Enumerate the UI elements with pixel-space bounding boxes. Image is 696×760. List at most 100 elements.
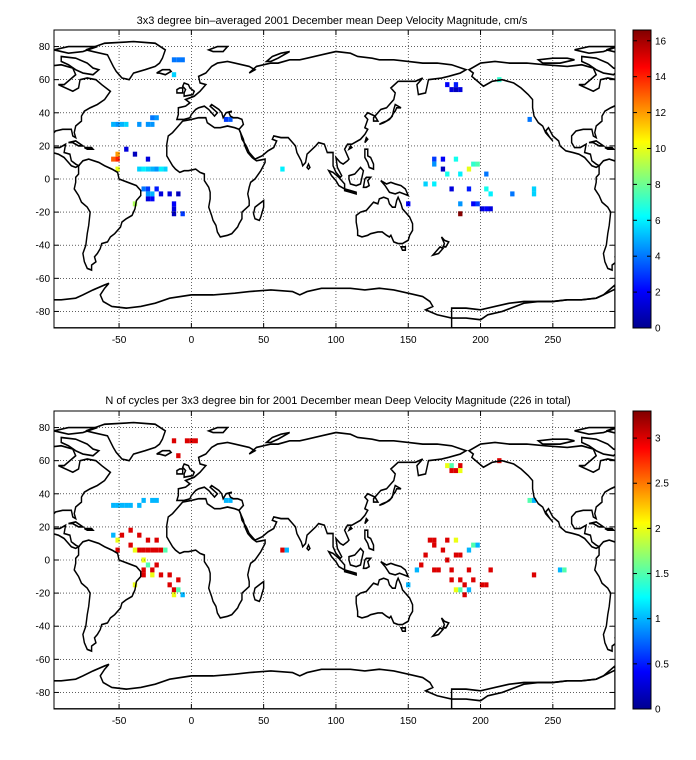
- colorbar: 0 2 4 6 8 10 12 14 16: [632, 29, 667, 335]
- data-cell: [458, 587, 463, 593]
- x-tick-label: 200: [472, 335, 489, 346]
- data-cell: [137, 121, 142, 127]
- data-cell: [466, 547, 472, 553]
- data-cell: [141, 166, 146, 172]
- data-cell: [150, 191, 155, 197]
- data-cell: [171, 587, 177, 593]
- y-tick-label: 40: [39, 489, 51, 500]
- data-cell: [119, 502, 125, 508]
- data-cell: [475, 542, 480, 548]
- axes: -50 0 50 100 150 200 250 -80 -60 -40 -20 0 20 40 60 80: [36, 30, 615, 346]
- data-cell: [527, 116, 532, 122]
- colorbar-tick-label: 10: [655, 144, 667, 155]
- data-cell: [445, 537, 450, 543]
- data-cell: [115, 537, 120, 543]
- y-tick-label: 60: [39, 75, 51, 86]
- data-cell: [449, 567, 454, 573]
- data-cell: [176, 453, 181, 459]
- data-cell: [128, 527, 133, 533]
- data-cell: [432, 161, 437, 167]
- data-cell: [462, 592, 467, 598]
- data-cell: [141, 186, 146, 192]
- data-cell: [466, 186, 472, 192]
- data-cell: [471, 542, 476, 548]
- data-cell: [531, 191, 537, 197]
- chart-title: N of cycles per 3x3 degree bin for 2001 …: [105, 395, 570, 407]
- data-cell: [458, 87, 463, 93]
- data-cell: [150, 166, 155, 172]
- data-cell: [176, 587, 181, 593]
- data-cell: [180, 211, 185, 217]
- data-cell: [531, 497, 537, 503]
- y-tick-label: 60: [39, 456, 51, 467]
- data-cell: [141, 557, 146, 563]
- data-cell: [184, 438, 190, 444]
- data-cell: [440, 156, 446, 162]
- y-tick-label: -40: [36, 622, 51, 633]
- x-tick-label: 150: [400, 716, 417, 727]
- y-tick-label: 20: [39, 522, 51, 533]
- data-cell: [137, 502, 142, 508]
- data-cell: [171, 57, 177, 63]
- data-cell: [124, 502, 129, 508]
- data-cell: [466, 166, 472, 172]
- y-tick-label: 40: [39, 108, 51, 119]
- axes: -50 0 50 100 150 200 250 -80 -60 -40 -20 0 20 40 60 80: [36, 411, 615, 727]
- data-cell: [445, 171, 450, 177]
- data-cell: [145, 186, 151, 192]
- bottom-chart-panel: N of cycles per 3x3 degree bin for 2001 …: [36, 395, 670, 727]
- grid: [54, 411, 615, 709]
- data-cell: [440, 547, 446, 553]
- colorbar-tick-label: 4: [655, 252, 661, 263]
- data-cell: [488, 191, 493, 197]
- data-cell: [427, 537, 433, 543]
- data-cell: [176, 191, 181, 197]
- data-cell: [419, 562, 424, 568]
- data-cell: [458, 201, 463, 207]
- data-cell: [453, 82, 459, 88]
- y-tick-label: 80: [39, 42, 51, 53]
- colorbar-tick-label: 0: [655, 705, 661, 716]
- data-cell: [176, 57, 181, 63]
- x-tick-label: 0: [189, 716, 195, 727]
- data-cell: [128, 542, 133, 548]
- data-cell: [158, 166, 164, 172]
- data-cell: [440, 166, 446, 172]
- x-tick-label: 100: [328, 716, 345, 727]
- data-cell: [115, 151, 120, 157]
- data-cell: [154, 562, 159, 568]
- colorbar-gradient: [632, 410, 652, 710]
- x-tick-label: 250: [544, 716, 561, 727]
- data-cell: [557, 567, 563, 573]
- grid: [54, 30, 615, 328]
- data-cell: [150, 196, 155, 202]
- data-cell: [189, 438, 194, 444]
- data-cell: [176, 577, 181, 583]
- data-cell: [128, 502, 133, 508]
- plot-area: -50 0 50 100 150 200 250 -80 -60 -40 -20 0 20 40 60 80: [36, 29, 616, 346]
- y-tick-label: -20: [36, 208, 51, 219]
- data-cell: [119, 121, 125, 127]
- data-cell: [141, 567, 146, 573]
- data-cells: [111, 57, 537, 217]
- data-cell: [406, 201, 411, 207]
- y-tick-label: -60: [36, 655, 51, 666]
- data-cell: [484, 171, 489, 177]
- data-cell: [445, 463, 450, 469]
- data-cell: [223, 116, 229, 122]
- data-cell: [484, 582, 489, 588]
- x-tick-label: 50: [258, 716, 270, 727]
- data-cell: [479, 206, 485, 212]
- data-cell: [150, 115, 155, 121]
- data-cell: [158, 572, 164, 578]
- data-cell: [466, 567, 472, 573]
- data-cell: [167, 582, 172, 588]
- data-cell: [145, 562, 151, 568]
- data-cell: [111, 502, 116, 508]
- data-cell: [432, 156, 437, 162]
- data-cell: [432, 181, 437, 187]
- data-cell: [137, 532, 142, 538]
- colorbar-tick-label: 8: [655, 180, 661, 191]
- data-cell: [488, 206, 493, 212]
